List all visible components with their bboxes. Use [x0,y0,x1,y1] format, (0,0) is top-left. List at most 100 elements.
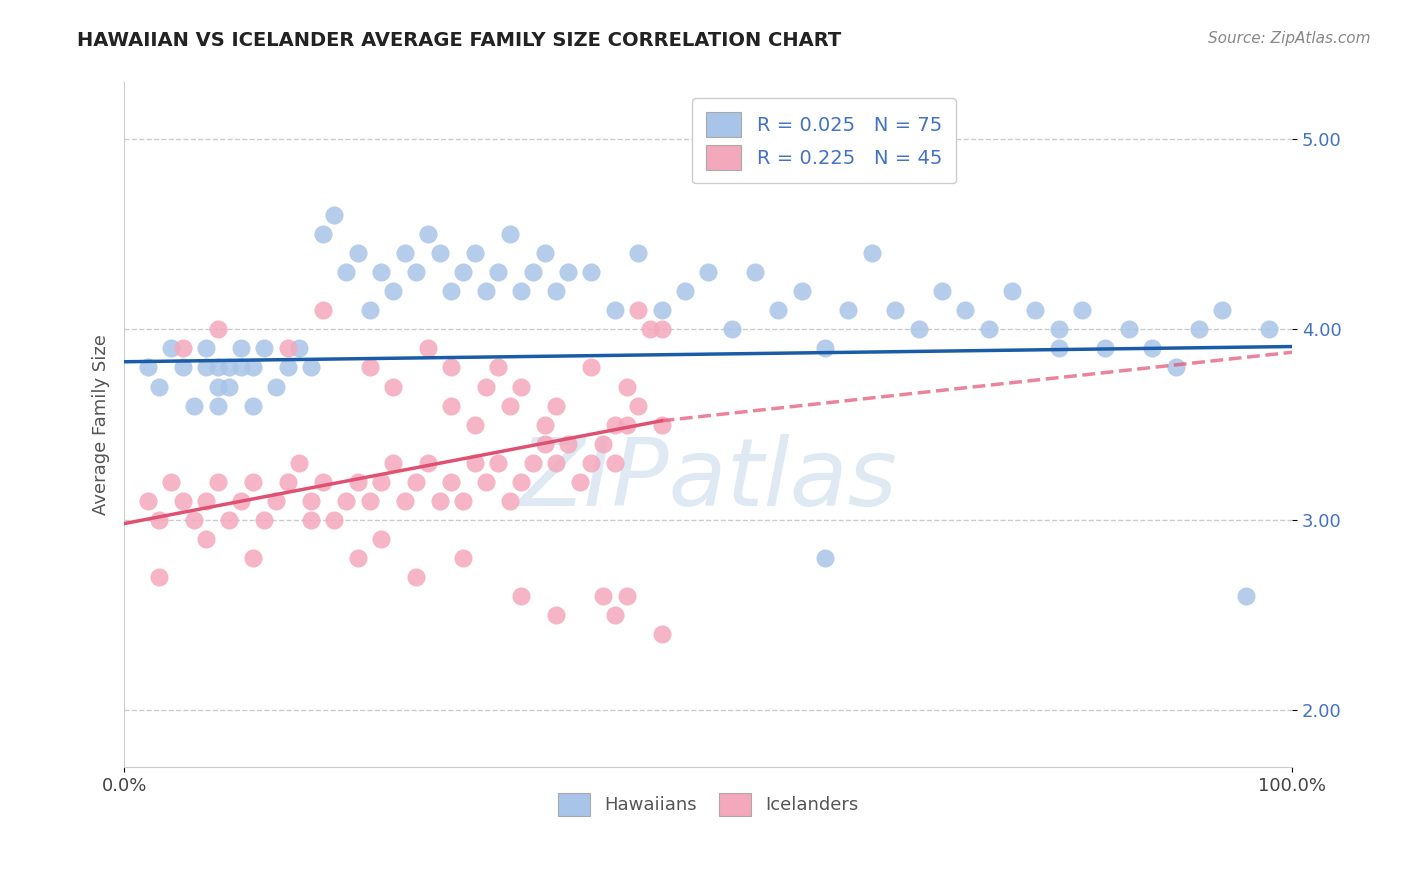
Point [475,475,498,489]
Point [557,436,579,450]
Point [486,265,509,279]
Point [790,285,813,299]
Point [207,360,229,375]
Point [533,417,555,432]
Point [323,208,346,222]
Point [218,513,240,527]
Point [277,342,299,356]
Point [288,456,311,470]
Point [347,246,370,260]
Point [405,570,427,584]
Point [651,417,673,432]
Point [218,379,240,393]
Point [616,417,638,432]
Point [499,227,522,242]
Point [347,475,370,489]
Point [581,456,603,470]
Point [148,379,170,393]
Point [288,342,311,356]
Point [931,285,953,299]
Point [183,513,205,527]
Point [207,379,229,393]
Point [557,265,579,279]
Point [977,322,1000,336]
Point [312,227,335,242]
Point [451,550,474,565]
Point [510,589,533,603]
Point [229,493,252,508]
Point [884,303,907,318]
Point [1188,322,1211,336]
Point [814,342,837,356]
Point [616,379,638,393]
Point [464,246,486,260]
Text: ZIPatlas: ZIPatlas [519,434,897,524]
Point [1047,322,1070,336]
Point [172,360,194,375]
Point [381,456,404,470]
Point [381,379,404,393]
Point [429,246,451,260]
Point [638,322,661,336]
Point [1071,303,1094,318]
Point [451,493,474,508]
Point [568,475,591,489]
Point [475,379,498,393]
Point [768,303,790,318]
Point [312,475,335,489]
Point [440,285,463,299]
Point [394,493,416,508]
Point [546,607,568,622]
Point [299,360,322,375]
Point [277,360,299,375]
Point [464,456,486,470]
Point [1118,322,1140,336]
Point [136,493,159,508]
Point [510,475,533,489]
Point [440,399,463,413]
Point [581,360,603,375]
Point [651,322,673,336]
Point [1094,342,1116,356]
Point [195,532,218,546]
Point [195,342,218,356]
Point [229,342,252,356]
Point [405,265,427,279]
Point [195,360,218,375]
Point [148,570,170,584]
Point [416,227,439,242]
Point [860,246,883,260]
Point [546,399,568,413]
Point [592,589,614,603]
Point [242,399,264,413]
Point [195,493,218,508]
Point [335,265,357,279]
Point [277,475,299,489]
Point [440,475,463,489]
Point [359,493,381,508]
Point [907,322,929,336]
Point [299,513,322,527]
Point [405,475,427,489]
Point [499,493,522,508]
Point [522,265,544,279]
Point [429,493,451,508]
Point [603,607,626,622]
Point [510,379,533,393]
Point [229,360,252,375]
Point [1234,589,1257,603]
Point [673,285,696,299]
Point [299,493,322,508]
Point [1140,342,1163,356]
Point [335,493,357,508]
Point [172,342,194,356]
Point [323,513,346,527]
Point [242,475,264,489]
Point [160,475,183,489]
Legend: Hawaiians, Icelanders: Hawaiians, Icelanders [550,786,866,823]
Point [475,285,498,299]
Point [1024,303,1046,318]
Point [207,475,229,489]
Point [592,436,614,450]
Point [603,303,626,318]
